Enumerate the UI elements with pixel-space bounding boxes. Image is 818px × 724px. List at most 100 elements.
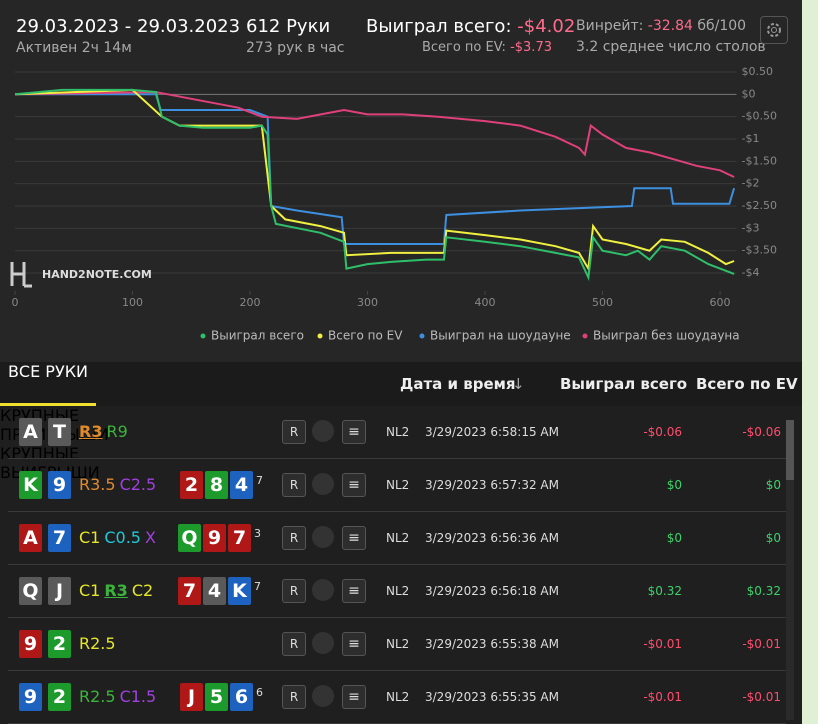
replay-button[interactable]: R (282, 632, 306, 656)
value: -$4.02 (517, 16, 576, 37)
play-button[interactable] (312, 579, 334, 601)
board-card: 8 (205, 471, 228, 499)
date: 3/29/2023 6:56:18 AM (425, 584, 559, 598)
hole-card: J (48, 577, 71, 605)
ev: -$0.06 (742, 425, 781, 439)
hand-row[interactable]: K 9 R3.5 C2.5 2 8 4 7 R ≡ NL2 3/29/2023 6:57:32 AM $… (8, 459, 786, 512)
play-button[interactable] (312, 632, 334, 654)
play-button[interactable] (312, 420, 334, 442)
column-header[interactable]: Всего по EV (696, 375, 798, 393)
value: -32.84 (647, 18, 693, 34)
play-button[interactable] (312, 685, 334, 707)
series-line (14, 88, 735, 282)
legend-marker (200, 333, 206, 339)
replay-button[interactable]: R (282, 473, 306, 497)
series-line (14, 88, 735, 272)
stake: NL2 (386, 531, 410, 545)
replay-button[interactable]: R (282, 526, 306, 550)
board-card: 7 (228, 524, 251, 552)
player-count: 7 (254, 580, 261, 593)
notes-button[interactable]: ≡ (342, 473, 366, 497)
board-card: 7 (178, 577, 201, 605)
y-tick-label: -$0.50 (742, 110, 777, 123)
x-tick-label: 400 (475, 296, 496, 309)
hole-card: Q (19, 577, 42, 605)
play-button[interactable] (312, 526, 334, 548)
notes-button[interactable]: ≡ (342, 526, 366, 550)
settings-button[interactable] (760, 16, 788, 44)
hand-row[interactable]: 9 2 R2.5 C1.5 J 5 6 6 R ≡ NL2 3/29/2023 6:55:35 AM -… (8, 671, 786, 724)
y-tick-label: -$4 (742, 266, 760, 279)
y-tick-label: -$1 (742, 132, 760, 145)
notes-button[interactable]: ≡ (342, 685, 366, 709)
board-card: 4 (230, 471, 253, 499)
ev: -$0.01 (742, 690, 781, 704)
label: Винрейт: (576, 18, 644, 34)
won: $0 (666, 478, 682, 492)
hole-card: 2 (48, 683, 71, 711)
replay-button[interactable]: R (282, 685, 306, 709)
hole-card: K (19, 471, 42, 499)
date: 3/29/2023 6:57:32 AM (425, 478, 559, 492)
x-tick-label: 600 (710, 296, 731, 309)
series-line (15, 93, 736, 245)
summary: 29.03.2023 - 29.03.2023 Активен 2ч 14м 6… (0, 0, 802, 362)
hole-card: A (19, 418, 42, 446)
column-header[interactable]: Выиграл всего (560, 375, 688, 393)
y-tick-label: -$2 (742, 177, 760, 190)
action: R2.5 (79, 634, 116, 653)
player-count: 6 (256, 686, 263, 699)
action: R3 (79, 422, 103, 441)
label: Всего по EV: (421, 40, 506, 55)
board-card: 2 (180, 471, 203, 499)
watermark-logo (10, 262, 32, 288)
hand-row[interactable]: A 7 C1 C0.5 X Q 9 7 3 R ≡ NL2 3/29/2023 6:56:36 AM $0… (8, 512, 786, 565)
active-time: Активен 2ч 14м (16, 40, 132, 56)
y-tick-label: $0 (742, 87, 756, 100)
stake: NL2 (386, 584, 410, 598)
notes-button[interactable]: ≡ (342, 632, 366, 656)
legend-label: Выиграл на шоудауне (430, 329, 571, 343)
x-tick-label: 200 (240, 296, 261, 309)
y-tick-label: -$3.50 (742, 244, 777, 257)
date: 3/29/2023 6:55:35 AM (425, 690, 559, 704)
notes-button[interactable]: ≡ (342, 579, 366, 603)
hand-row[interactable]: Q J C1 R3 C2 7 4 K 7 R ≡ NL2 3/29/2023 6:56:18 AM $0.… (8, 565, 786, 618)
stake: NL2 (386, 637, 410, 651)
date: 3/29/2023 6:55:38 AM (425, 637, 559, 651)
hole-card: 7 (48, 524, 71, 552)
notes-button[interactable]: ≡ (342, 420, 366, 444)
date-range: 29.03.2023 - 29.03.2023 (16, 16, 241, 37)
scrollbar[interactable] (786, 420, 794, 720)
action: R3 (104, 581, 128, 600)
sort-indicator[interactable]: ↓ (512, 375, 525, 393)
scroll-thumb[interactable] (786, 420, 794, 480)
hand-row[interactable]: 9 2 R2.5 R ≡ NL2 3/29/2023 6:55:38 AM -$0.01 -$0… (8, 618, 786, 671)
won: -$0.01 (643, 690, 682, 704)
chart: $0.50 $0 -$0.50 -$1 -$1.50 -$2 -$2.50 -$3 -$3.50… (10, 65, 777, 343)
won: -$0.01 (643, 637, 682, 651)
tables: 3.2 среднее число столов (576, 39, 766, 55)
series-line (14, 91, 735, 178)
replay-button[interactable]: R (282, 420, 306, 444)
won: -$0.06 (643, 425, 682, 439)
hole-card: A (19, 524, 42, 552)
play-button[interactable] (312, 473, 334, 495)
hand-row[interactable]: A T R3 R9 R ≡ NL2 3/29/2023 6:58:15 AM -$0.06 -$0… (8, 406, 786, 459)
player-count: 7 (256, 474, 263, 487)
x-tick-label: 0 (12, 296, 19, 309)
hands-table: A T R3 R9 R ≡ NL2 3/29/2023 6:58:15 AM -$0.06 -$0… (0, 406, 802, 724)
unit: бб/100 (697, 18, 747, 34)
legend-label: Выиграл без шоудауна (593, 329, 740, 343)
gear-icon (767, 23, 781, 37)
board-card: 9 (203, 524, 226, 552)
action: C2 (131, 581, 154, 600)
won: $0 (666, 531, 682, 545)
stake: NL2 (386, 425, 410, 439)
tab[interactable]: ВСЕ РУКИ (0, 362, 96, 406)
replay-button[interactable]: R (282, 579, 306, 603)
column-header[interactable]: Дата и время (400, 375, 516, 393)
